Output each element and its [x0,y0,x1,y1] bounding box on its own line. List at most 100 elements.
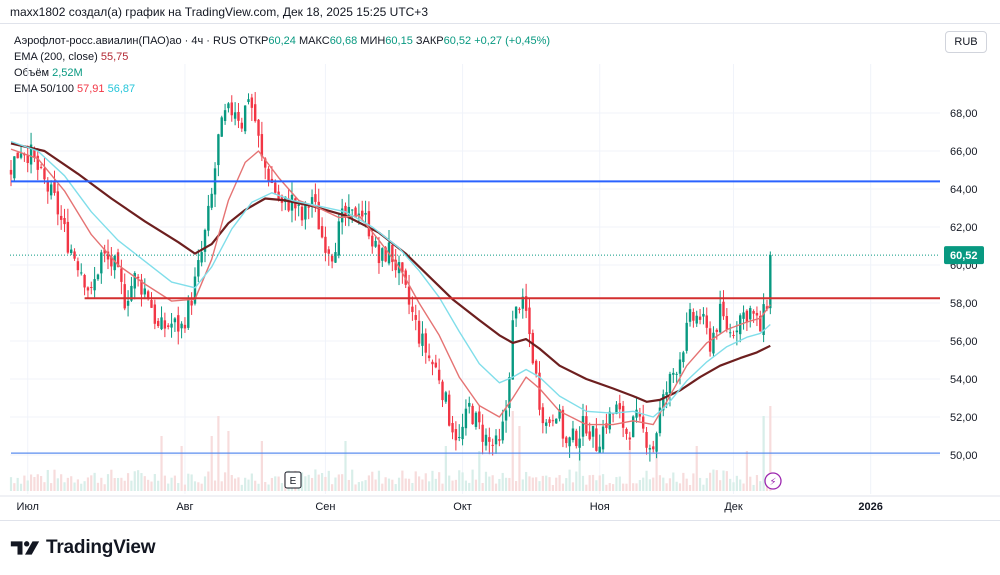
volume-bar [167,483,170,491]
volume-bar [137,470,140,491]
candle-body [434,362,438,368]
volume-bar [575,471,578,491]
ema50100-label[interactable]: EMA 50/100 [14,83,74,95]
volume-bar [80,483,83,491]
volume-bar [193,481,197,491]
candle-body [555,418,558,424]
volume-bar [250,473,253,491]
candle-body [668,373,672,394]
volume-bar [451,480,454,491]
candle-body [361,210,364,217]
candle-body [347,206,351,219]
volume-bar [601,474,605,491]
candle-body [374,240,377,247]
volume-bar [424,473,427,491]
x-axis[interactable]: Июл Авг Сен Окт Ноя Дек 2026 [0,495,1000,513]
volume-bar [66,477,69,491]
volume-bar [709,472,712,491]
candle-body [407,286,411,305]
volume-bar [755,475,759,491]
candle-body [16,152,19,159]
currency-button[interactable]: RUB [945,31,987,53]
candle-body [160,317,163,330]
y-axis[interactable]: 50,0052,0054,0056,0058,0060,0062,0064,00… [944,108,984,462]
candle-body [307,206,310,208]
volume-bar [685,478,688,491]
candle-body [354,207,357,218]
volume-bar [484,471,488,491]
volume-bar [100,477,103,491]
symbol-legend-row[interactable]: Аэрофлот-росс.авиалин(ПАО)ао · 4ч · RUS … [14,33,550,49]
volume-bar [126,473,130,491]
candle-body [441,381,444,401]
volume-bar [33,477,36,491]
candle-body [39,166,43,168]
volume-bar [608,483,611,491]
dividend-marker[interactable]: ⚡ [764,472,782,490]
price-chart[interactable]: 50,0052,0054,0056,0058,0060,0062,0064,00… [0,24,1000,520]
candle-body [153,304,157,324]
volume-bar [234,478,237,491]
candle-body [437,369,441,381]
candle-body [598,446,601,453]
candle-body [183,324,187,329]
candle-body [484,434,488,446]
volume-bar [712,469,715,491]
volume-bar [23,475,26,491]
candle-body [146,291,150,299]
candle-body [451,422,454,433]
candle-body [310,197,314,206]
ema200-legend-row[interactable]: EMA (200, close) 55,75 [14,49,550,65]
volume-bar [76,479,79,491]
earnings-marker[interactable]: E [284,471,302,489]
footer-divider [0,520,1000,521]
candle-body [156,320,160,327]
volume-bar [421,479,424,491]
volume-bar [591,474,595,491]
volume-bar [341,474,344,491]
volume-bar [729,478,732,491]
candle-body [80,272,83,274]
candle-body [411,306,414,313]
volume-bar [458,470,461,491]
open-label: ОТКР [239,35,269,47]
volume-bar [267,484,270,491]
volume-bar [511,411,514,491]
tradingview-brand[interactable]: TradingView [10,536,156,560]
candle-body [762,304,765,335]
volume-bar [725,471,728,491]
volume-bar [618,476,621,491]
volume-bar [531,477,534,491]
volume-bar [414,471,417,491]
volume-bar [444,446,447,491]
symbol-name[interactable]: Аэрофлот-росс.авиалин(ПАО)ао · 4ч · RUS [14,35,237,47]
candle-body [33,148,36,158]
close-label: ЗАКР [415,35,444,47]
volume-bar [197,482,200,491]
volume-bar [173,475,177,491]
candle-body [70,249,73,254]
volume-bar [688,484,692,491]
volume-bar [170,477,173,491]
volume-bar [310,477,314,491]
candle-body [501,421,504,441]
ema200-label[interactable]: EMA (200, close) [14,51,98,63]
volume-bar [605,484,608,491]
ema50100-legend-row[interactable]: EMA 50/100 57,91 56,87 [14,81,550,97]
volume-bar [177,482,180,491]
candle-body [722,301,725,317]
candle-body [167,325,170,327]
volume-bar [498,478,501,491]
volume-bar [257,483,260,491]
volume-bar [344,441,347,491]
candle-body [578,438,581,448]
volume-label[interactable]: Объём [14,67,50,79]
volume-bar [675,481,678,491]
volume-bar [508,477,511,491]
volume-legend-row[interactable]: Объём 2,52M [14,65,550,81]
volume-bar [628,441,631,491]
open-value: 60,24 [268,35,296,47]
candle-body [207,205,210,231]
y-tick-label: 64,00 [950,184,978,196]
volume-bar [739,479,742,491]
